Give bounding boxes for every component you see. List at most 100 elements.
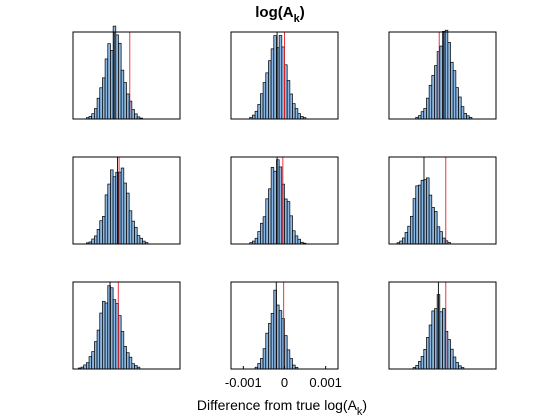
x-tick-labels: -0.001 0 0.001 bbox=[225, 366, 342, 390]
histogram-bar bbox=[278, 166, 283, 245]
histogram-panel-3 bbox=[388, 29, 497, 120]
histogram-bar bbox=[96, 329, 101, 370]
histogram-bar bbox=[455, 362, 459, 370]
histogram-bar bbox=[286, 80, 291, 120]
histogram-bar bbox=[428, 324, 433, 370]
histogram-bar bbox=[262, 348, 267, 370]
histogram-bar bbox=[434, 65, 438, 120]
histogram-bar bbox=[439, 311, 443, 370]
histogram-bar bbox=[112, 176, 117, 245]
histogram-bar bbox=[442, 308, 446, 370]
histogram-bar bbox=[128, 210, 133, 245]
histogram-bar bbox=[104, 302, 109, 370]
histogram-bar bbox=[96, 97, 101, 120]
histogram-bar bbox=[134, 226, 138, 245]
histogram-bar bbox=[294, 235, 299, 245]
histogram-bar bbox=[99, 87, 103, 120]
axes-frame bbox=[388, 31, 497, 120]
histogram-bar bbox=[91, 113, 95, 120]
histogram-bar bbox=[91, 238, 95, 245]
histogram-bar bbox=[123, 345, 127, 370]
histogram-bar bbox=[257, 104, 261, 120]
histogram-bar bbox=[434, 308, 438, 370]
histogram-bar bbox=[91, 351, 95, 370]
histogram-bar bbox=[112, 299, 117, 370]
histogram-bar bbox=[131, 109, 135, 120]
histogram-bar bbox=[452, 70, 457, 120]
histogram-bar bbox=[292, 103, 296, 120]
histogram-bar bbox=[286, 349, 291, 370]
histogram-bar bbox=[252, 114, 256, 120]
histogram-bar bbox=[423, 348, 427, 370]
title-main: log(A bbox=[255, 4, 293, 21]
histogram-bar bbox=[439, 231, 443, 245]
histogram-panel-4 bbox=[72, 156, 181, 245]
x-tick-label: -0.001 bbox=[225, 375, 262, 390]
histogram-bar bbox=[270, 48, 275, 120]
histogram-bar bbox=[270, 312, 275, 370]
histogram-bar bbox=[412, 198, 417, 245]
axes-frame bbox=[72, 31, 181, 120]
histogram-bar bbox=[297, 113, 301, 120]
histogram-bar bbox=[460, 106, 465, 120]
histogram-panel-9 bbox=[388, 281, 497, 370]
x-tick-label: 0 bbox=[281, 375, 288, 390]
histogram-panel-7 bbox=[72, 281, 181, 370]
histogram-bar bbox=[102, 300, 106, 370]
histogram-bar bbox=[273, 170, 277, 245]
histogram-bar bbox=[436, 226, 441, 245]
histogram-bar bbox=[297, 238, 301, 245]
histogram-bar bbox=[131, 363, 135, 370]
histogram-bar bbox=[104, 58, 109, 120]
histogram-bar bbox=[444, 29, 449, 120]
panels-group bbox=[72, 25, 497, 370]
histogram-bar bbox=[420, 179, 425, 245]
histogram-panel-1 bbox=[72, 25, 181, 120]
histogram-bar bbox=[418, 361, 422, 370]
histogram-bar bbox=[88, 356, 93, 370]
histogram-bar bbox=[110, 287, 114, 370]
histogram-bar bbox=[458, 96, 462, 120]
histogram-bar bbox=[110, 50, 114, 120]
histogram-bar bbox=[410, 215, 414, 245]
histogram-panel-2 bbox=[230, 31, 339, 120]
histogram-bar bbox=[426, 97, 430, 120]
histogram-bar bbox=[118, 42, 122, 120]
histogram-bar bbox=[423, 108, 427, 120]
x-tick-label: 0.001 bbox=[309, 375, 342, 390]
axes-frame bbox=[230, 156, 339, 245]
histogram-bar bbox=[452, 356, 457, 370]
axes-frame bbox=[388, 281, 497, 370]
histogram-bar bbox=[254, 110, 259, 120]
histogram-bar bbox=[439, 45, 443, 120]
histogram-bar bbox=[126, 352, 130, 370]
histogram-bar bbox=[278, 310, 283, 370]
histogram-bar bbox=[404, 232, 409, 245]
histogram-bar bbox=[415, 365, 419, 370]
xlabel-main: Difference from true log(A bbox=[197, 397, 358, 413]
histogram-bar bbox=[431, 75, 435, 120]
histogram-bar bbox=[260, 358, 264, 370]
histogram-bar bbox=[257, 231, 261, 245]
histogram-bar bbox=[286, 201, 291, 245]
histogram-bar bbox=[94, 341, 98, 370]
histogram-bar bbox=[420, 111, 425, 120]
histogram-bar bbox=[289, 93, 293, 120]
histogram-bar bbox=[107, 183, 111, 245]
histogram-bar bbox=[120, 331, 125, 370]
axes-box bbox=[388, 156, 497, 245]
histogram-bar bbox=[426, 337, 430, 370]
histogram-bar bbox=[260, 222, 264, 245]
histogram-bar bbox=[292, 230, 296, 245]
title-subscript: k bbox=[294, 13, 301, 25]
histogram-bar bbox=[104, 194, 109, 245]
histogram-bar bbox=[254, 237, 259, 245]
histogram-bar bbox=[442, 237, 446, 245]
histogram-bar bbox=[128, 356, 133, 370]
histogram-bar bbox=[265, 198, 269, 245]
histogram-bar bbox=[289, 358, 293, 370]
histogram-bar bbox=[110, 169, 114, 245]
xlabel-suffix: ) bbox=[362, 397, 367, 413]
